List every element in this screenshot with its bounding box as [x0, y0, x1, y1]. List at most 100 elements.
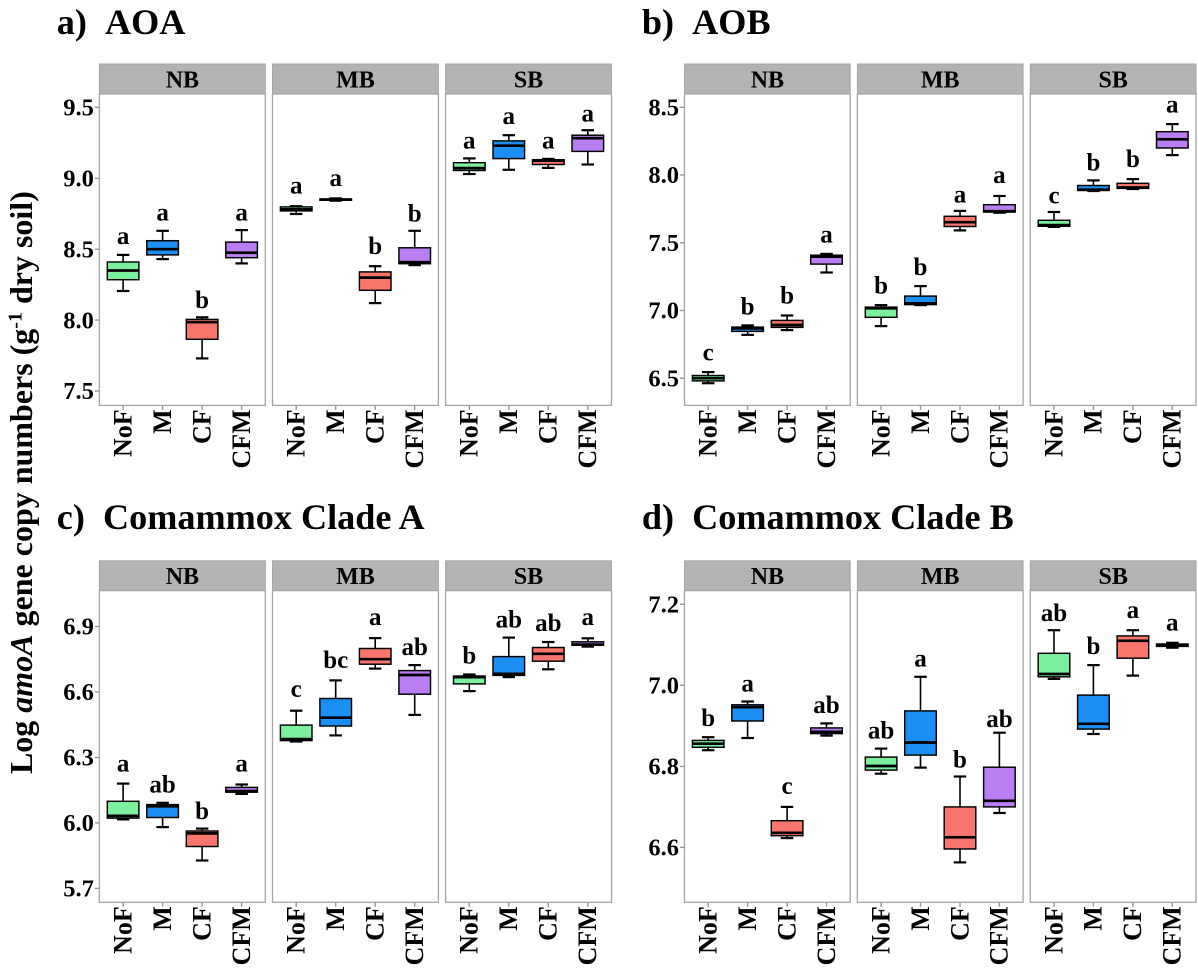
svg-text:a: a	[1166, 91, 1179, 118]
svg-text:SB: SB	[1099, 564, 1128, 590]
svg-text:8.5: 8.5	[63, 236, 94, 263]
svg-text:b: b	[462, 642, 476, 669]
svg-text:NB: NB	[751, 67, 784, 93]
svg-text:a: a	[954, 181, 967, 208]
svg-text:a: a	[582, 100, 595, 127]
svg-text:CF: CF	[187, 906, 216, 941]
svg-text:NoF: NoF	[694, 906, 723, 954]
svg-text:b: b	[1086, 149, 1100, 176]
svg-text:ab: ab	[813, 692, 839, 719]
svg-text:NoF: NoF	[455, 906, 484, 954]
svg-text:MB: MB	[921, 564, 960, 590]
svg-text:CF: CF	[945, 906, 974, 941]
svg-text:c: c	[291, 676, 302, 703]
svg-text:a: a	[329, 165, 342, 192]
svg-text:a: a	[463, 128, 476, 155]
svg-text:a: a	[820, 222, 833, 249]
svg-text:b: b	[368, 233, 382, 260]
svg-text:d) Comammox Clade B: d) Comammox Clade B	[642, 497, 1014, 537]
svg-text:CFM: CFM	[812, 906, 841, 965]
svg-text:b: b	[195, 287, 209, 314]
svg-text:NoF: NoF	[866, 906, 895, 954]
svg-text:a: a	[741, 670, 754, 697]
svg-text:b: b	[1126, 146, 1140, 173]
svg-text:b: b	[953, 746, 967, 773]
svg-text:b: b	[195, 798, 209, 825]
svg-text:MB: MB	[336, 564, 375, 590]
svg-text:a: a	[993, 162, 1006, 189]
svg-text:CF: CF	[187, 409, 216, 444]
svg-text:Log amoA gene copy numbers (g-: Log amoA gene copy numbers (g-1 dry soil…	[3, 191, 39, 774]
svg-text:CF: CF	[534, 409, 563, 444]
svg-text:8.0: 8.0	[648, 162, 679, 189]
svg-text:MB: MB	[921, 67, 960, 93]
svg-text:a: a	[156, 199, 169, 226]
svg-text:6.0: 6.0	[63, 810, 94, 837]
svg-text:NoF: NoF	[108, 409, 137, 457]
svg-text:c: c	[782, 773, 793, 800]
svg-text:b: b	[780, 283, 794, 310]
svg-text:CF: CF	[1118, 906, 1147, 941]
svg-text:CFM: CFM	[812, 409, 841, 468]
svg-text:NB: NB	[166, 564, 199, 590]
svg-text:M: M	[321, 906, 350, 931]
svg-text:M: M	[494, 409, 523, 434]
svg-text:CF: CF	[534, 906, 563, 941]
svg-text:CF: CF	[772, 409, 801, 444]
svg-text:CFM: CFM	[573, 409, 602, 468]
svg-text:a: a	[235, 750, 248, 777]
svg-text:b: b	[1086, 633, 1100, 660]
svg-text:b: b	[701, 705, 715, 732]
svg-text:CFM: CFM	[985, 409, 1014, 468]
svg-text:M: M	[321, 409, 350, 434]
svg-text:ab: ab	[986, 706, 1012, 733]
svg-text:CFM: CFM	[227, 906, 256, 965]
svg-text:CF: CF	[361, 409, 390, 444]
svg-text:CFM: CFM	[985, 906, 1014, 965]
svg-text:CFM: CFM	[1158, 409, 1187, 468]
svg-text:c: c	[703, 339, 714, 366]
svg-text:CF: CF	[1118, 409, 1147, 444]
svg-text:ab: ab	[149, 771, 175, 798]
svg-text:a: a	[235, 199, 248, 226]
svg-text:CF: CF	[772, 906, 801, 941]
svg-text:ab: ab	[496, 607, 522, 634]
svg-text:M: M	[148, 409, 177, 434]
svg-text:bc: bc	[323, 647, 348, 674]
svg-text:CFM: CFM	[573, 906, 602, 965]
svg-text:c: c	[1048, 183, 1059, 210]
svg-text:NoF: NoF	[282, 409, 311, 457]
svg-text:SB: SB	[514, 67, 543, 93]
svg-text:7.5: 7.5	[63, 378, 94, 405]
svg-text:CFM: CFM	[227, 409, 256, 468]
svg-text:6.9: 6.9	[63, 614, 94, 641]
svg-text:6.3: 6.3	[63, 745, 94, 772]
svg-text:6.6: 6.6	[648, 835, 679, 862]
svg-text:M: M	[494, 906, 523, 931]
svg-text:a: a	[117, 751, 130, 778]
svg-text:CFM: CFM	[400, 906, 429, 965]
svg-text:M: M	[906, 409, 935, 434]
svg-text:9.5: 9.5	[63, 95, 94, 122]
svg-text:CFM: CFM	[1158, 906, 1187, 965]
svg-text:b: b	[874, 272, 888, 299]
svg-text:M: M	[1079, 906, 1108, 931]
svg-text:NoF: NoF	[1039, 409, 1068, 457]
svg-text:ab: ab	[535, 610, 561, 637]
svg-text:ab: ab	[401, 634, 427, 661]
svg-text:CFM: CFM	[400, 409, 429, 468]
svg-text:M: M	[906, 906, 935, 931]
svg-text:NB: NB	[751, 564, 784, 590]
svg-text:a: a	[1127, 597, 1140, 624]
svg-text:6.8: 6.8	[648, 754, 679, 781]
svg-text:CF: CF	[361, 906, 390, 941]
svg-text:a: a	[542, 128, 555, 155]
svg-text:a: a	[117, 223, 130, 250]
svg-text:M: M	[1079, 409, 1108, 434]
svg-text:NoF: NoF	[866, 409, 895, 457]
svg-text:a: a	[914, 646, 927, 673]
svg-text:NoF: NoF	[1039, 906, 1068, 954]
svg-text:NoF: NoF	[282, 906, 311, 954]
svg-text:a) AOA: a) AOA	[57, 2, 186, 42]
svg-text:5.7: 5.7	[63, 876, 94, 903]
